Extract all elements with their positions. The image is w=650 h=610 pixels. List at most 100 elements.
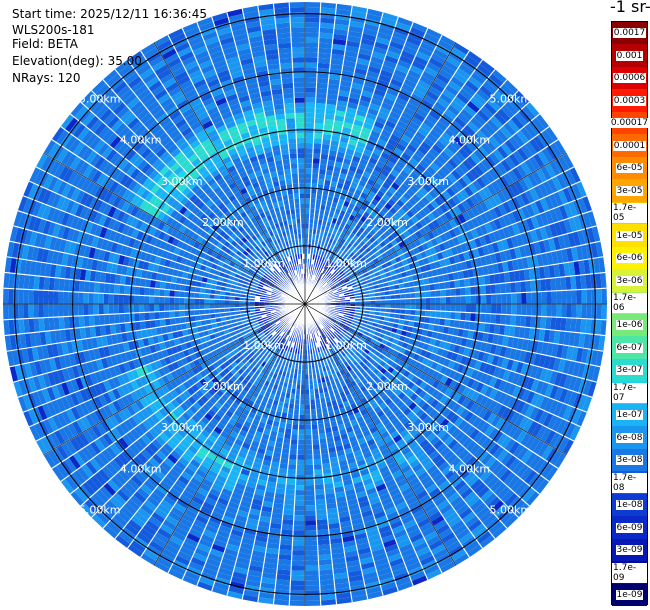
- data-cell: [458, 162, 470, 175]
- data-cell: [421, 196, 431, 206]
- data-cell: [436, 168, 448, 180]
- data-cell: [503, 122, 517, 137]
- data-cell: [524, 123, 538, 139]
- data-cell: [317, 539, 331, 546]
- data-cell: [390, 181, 400, 191]
- data-cell: [375, 160, 386, 169]
- data-cell: [385, 142, 396, 152]
- data-cell: [428, 57, 444, 69]
- data-cell: [409, 26, 426, 38]
- data-cell: [423, 32, 440, 44]
- data-cell: [425, 28, 443, 40]
- data-cell: [452, 236, 461, 247]
- data-cell: [450, 288, 456, 297]
- data-cell: [412, 88, 426, 100]
- data-cell: [346, 242, 353, 250]
- data-cell: [463, 347, 471, 357]
- data-cell: [289, 600, 305, 606]
- data-cell: [331, 130, 342, 137]
- data-cell: [365, 112, 378, 121]
- data-cell: [337, 277, 343, 283]
- data-cell: [343, 240, 350, 247]
- data-cell: [444, 108, 457, 121]
- data-cell: [426, 165, 437, 176]
- data-cell: [474, 321, 481, 332]
- data-cell: [311, 429, 319, 435]
- data-cell: [358, 233, 366, 241]
- data-cell: [282, 509, 295, 516]
- data-cell: [480, 341, 488, 353]
- data-cell: [507, 169, 519, 184]
- data-cell: [429, 317, 436, 325]
- data-cell: [347, 286, 353, 290]
- data-cell: [493, 218, 503, 230]
- data-cell: [370, 253, 377, 261]
- data-cell: [294, 495, 305, 501]
- data-cell: [448, 228, 457, 239]
- data-cell: [404, 200, 414, 210]
- data-cell: [442, 326, 450, 335]
- data-cell: [305, 158, 313, 164]
- data-cell: [313, 138, 323, 144]
- data-cell: [338, 90, 350, 98]
- data-cell: [352, 234, 359, 242]
- data-cell: [305, 490, 315, 496]
- data-cell: [322, 189, 330, 196]
- data-cell: [314, 479, 324, 485]
- data-cell: [546, 342, 554, 357]
- data-cell: [324, 270, 329, 276]
- data-cell: [535, 213, 545, 228]
- data-cell: [424, 316, 431, 324]
- data-cell: [305, 515, 317, 521]
- data-cell: [450, 100, 464, 113]
- data-cell: [419, 41, 436, 53]
- data-cell: [420, 291, 426, 298]
- data-cell: [337, 243, 344, 250]
- data-cell: [316, 87, 328, 94]
- data-cell: [438, 135, 450, 147]
- data-cell: [486, 353, 495, 365]
- data-cell: [456, 234, 465, 245]
- data-cell: [340, 251, 347, 258]
- data-cell: [563, 262, 571, 277]
- data-cell: [440, 223, 449, 234]
- data-cell: [484, 322, 491, 334]
- data-cell: [595, 273, 602, 289]
- data-cell: [396, 186, 406, 196]
- data-cell: [464, 320, 471, 330]
- data-cell: [521, 338, 529, 352]
- data-cell: [312, 158, 321, 164]
- data-cell: [515, 281, 522, 293]
- data-cell: [486, 294, 492, 304]
- data-cell: [414, 221, 424, 230]
- data-cell: [497, 334, 504, 346]
- data-cell: [318, 47, 332, 54]
- data-cell: [496, 240, 505, 252]
- data-cell: [578, 332, 586, 349]
- data-cell: [341, 285, 348, 290]
- data-cell: [321, 268, 326, 274]
- data-cell: [412, 327, 419, 334]
- data-cell: [405, 102, 419, 113]
- data-cell: [465, 197, 475, 209]
- data-cell: [305, 153, 313, 159]
- data-cell: [551, 304, 557, 318]
- data-cell: [320, 280, 326, 286]
- data-cell: [505, 282, 512, 294]
- data-cell: [453, 135, 466, 148]
- data-cell: [343, 116, 355, 125]
- data-cell: [305, 444, 313, 450]
- data-cell: [434, 317, 441, 326]
- data-cell: [530, 315, 537, 329]
- data-cell: [333, 120, 344, 127]
- data-cell: [472, 179, 483, 192]
- data-cell: [305, 188, 312, 194]
- data-cell: [280, 529, 294, 536]
- data-cell: [470, 217, 480, 229]
- data-cell: [516, 292, 522, 304]
- data-cell: [410, 93, 424, 104]
- data-cell: [511, 166, 523, 181]
- data-cell: [538, 354, 547, 368]
- data-cell: [580, 348, 589, 364]
- data-cell: [425, 290, 431, 298]
